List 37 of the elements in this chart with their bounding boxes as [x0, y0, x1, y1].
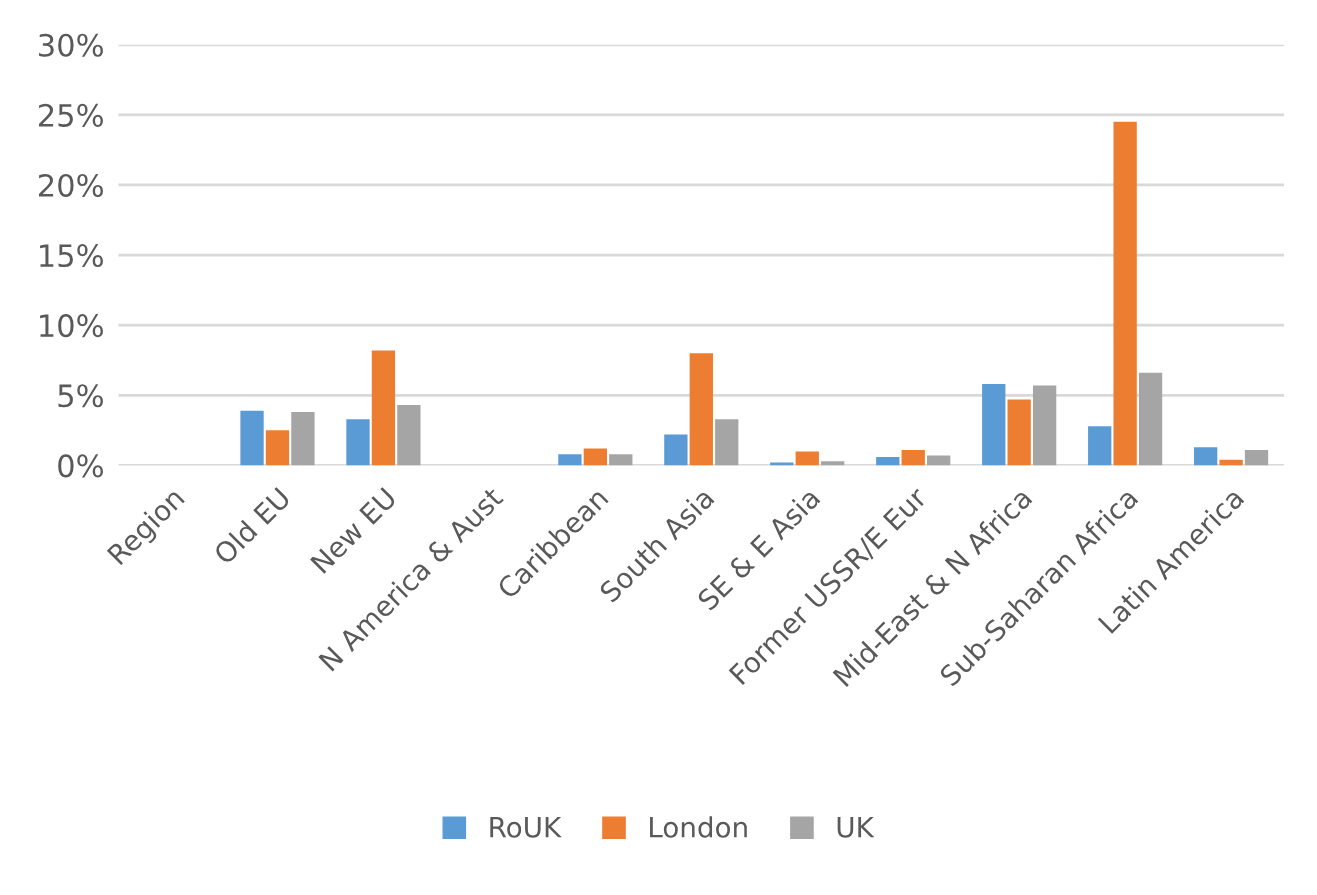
legend-label: RoUK: [490, 817, 562, 838]
bar: [664, 434, 688, 466]
bar: [609, 454, 633, 466]
y-tick-label: 20%: [38, 173, 103, 198]
y-tick-label: 15%: [40, 244, 103, 268]
y-tick-label: 5%: [58, 384, 103, 408]
bar: [1138, 372, 1163, 466]
x-tick-label: Old EU: [212, 486, 291, 566]
bar: [689, 353, 713, 466]
bar: [1219, 459, 1243, 466]
legend-label: UK: [837, 817, 875, 838]
bar: [1088, 426, 1112, 466]
bar: [558, 454, 582, 466]
bar: [715, 419, 739, 466]
y-tick-label: 10%: [40, 314, 103, 338]
bar: [901, 449, 925, 466]
bar: [926, 455, 951, 466]
legend-label: London: [650, 816, 747, 838]
bar: [265, 430, 290, 466]
y-tick-label: 0%: [58, 454, 103, 478]
bar: [371, 350, 396, 466]
bar: [795, 451, 819, 466]
bar: [1194, 447, 1218, 466]
bar: [1007, 399, 1031, 466]
y-tick-label: 25%: [38, 103, 103, 127]
bar: [982, 384, 1006, 466]
bar: [1244, 449, 1269, 466]
bar: [583, 448, 607, 466]
bar: [1032, 385, 1057, 466]
bar: [821, 461, 845, 466]
bar: [1113, 121, 1137, 466]
bar: [397, 405, 421, 466]
bar: [876, 456, 900, 466]
bar: [240, 410, 264, 466]
y-tick-label: 30%: [39, 33, 103, 57]
bar: [291, 412, 315, 466]
bar: [346, 419, 370, 466]
